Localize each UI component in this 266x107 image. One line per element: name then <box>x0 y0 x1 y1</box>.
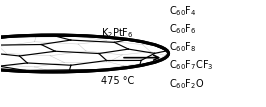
Text: C$_{60}$F$_4$: C$_{60}$F$_4$ <box>169 4 196 18</box>
Text: C$_{60}$F$_6$: C$_{60}$F$_6$ <box>169 22 196 36</box>
Text: K$_2$PtF$_6$: K$_2$PtF$_6$ <box>101 26 134 40</box>
Text: 475 °C: 475 °C <box>101 76 134 86</box>
Text: C$_{60}$F$_7$CF$_3$: C$_{60}$F$_7$CF$_3$ <box>169 59 213 72</box>
Text: C$_{60}$F$_2$O: C$_{60}$F$_2$O <box>169 77 204 91</box>
Text: C$_{60}$F$_8$: C$_{60}$F$_8$ <box>169 40 196 54</box>
